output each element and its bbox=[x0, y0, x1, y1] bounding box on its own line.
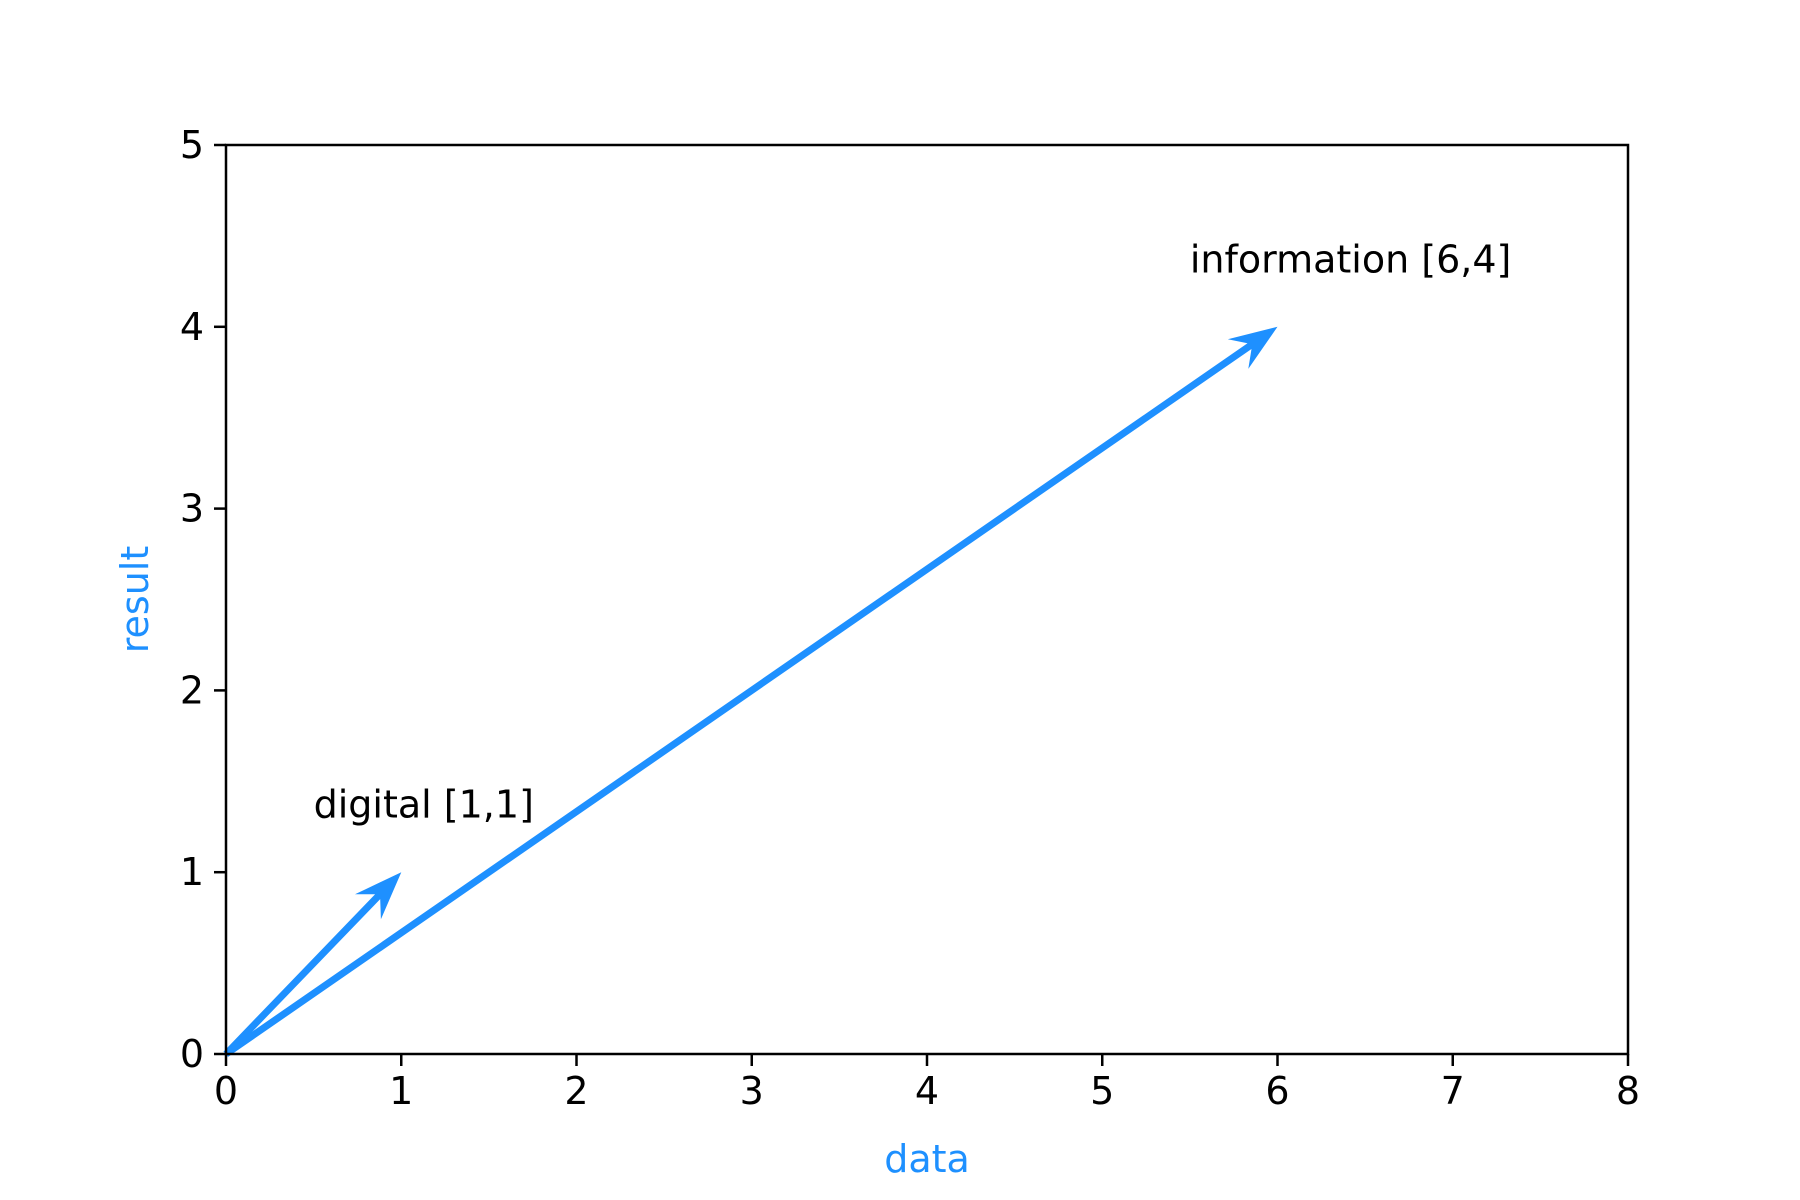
x-axis-label: data bbox=[884, 1137, 970, 1181]
vector-label: digital [1,1] bbox=[314, 783, 534, 827]
y-tick-label: 4 bbox=[180, 305, 204, 349]
y-axis-label: result bbox=[113, 546, 157, 654]
x-tick-label: 6 bbox=[1265, 1069, 1289, 1113]
x-tick-label: 3 bbox=[740, 1069, 764, 1113]
y-tick-label: 1 bbox=[180, 850, 204, 894]
x-tick-label: 8 bbox=[1616, 1069, 1640, 1113]
annotations: digital [1,1] information [6,4] bbox=[314, 237, 1512, 826]
vector-label: information [6,4] bbox=[1190, 237, 1511, 281]
y-tick-label: 5 bbox=[180, 123, 204, 167]
x-tick-label: 1 bbox=[389, 1069, 413, 1113]
vector-arrow bbox=[223, 872, 402, 1057]
y-ticks: 0 1 2 3 4 5 bbox=[180, 123, 226, 1076]
vector-arrow bbox=[224, 326, 1278, 1057]
x-tick-label: 7 bbox=[1441, 1069, 1465, 1113]
vectors-layer bbox=[223, 326, 1278, 1057]
x-ticks: 0 1 2 3 4 5 6 7 8 bbox=[214, 1054, 1640, 1113]
y-tick-label: 3 bbox=[180, 487, 204, 531]
y-tick-label: 0 bbox=[180, 1032, 204, 1076]
x-tick-label: 5 bbox=[1090, 1069, 1114, 1113]
x-tick-label: 0 bbox=[214, 1069, 238, 1113]
x-tick-label: 2 bbox=[564, 1069, 588, 1113]
x-tick-label: 4 bbox=[915, 1069, 939, 1113]
y-tick-label: 2 bbox=[180, 668, 204, 712]
